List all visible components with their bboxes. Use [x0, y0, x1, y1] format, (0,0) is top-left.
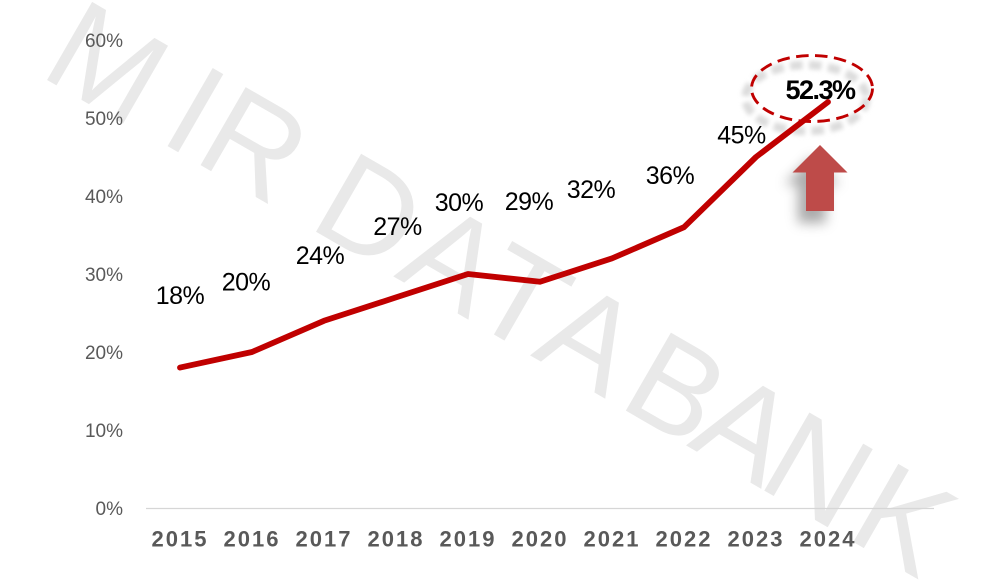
svg-text:2018: 2018 — [368, 527, 425, 552]
svg-text:2024: 2024 — [800, 527, 857, 552]
svg-text:2017: 2017 — [296, 527, 353, 552]
svg-text:2021: 2021 — [584, 527, 641, 552]
svg-text:32%: 32% — [567, 176, 616, 204]
svg-text:0%: 0% — [96, 499, 124, 520]
svg-text:45%: 45% — [717, 122, 766, 150]
svg-text:30%: 30% — [85, 265, 123, 286]
svg-text:2023: 2023 — [728, 527, 785, 552]
svg-text:20%: 20% — [222, 269, 271, 297]
svg-text:36%: 36% — [646, 162, 695, 190]
svg-text:2016: 2016 — [224, 527, 281, 552]
svg-text:18%: 18% — [156, 282, 205, 310]
svg-text:30%: 30% — [435, 189, 484, 217]
svg-text:29%: 29% — [505, 188, 554, 216]
svg-text:24%: 24% — [296, 242, 345, 270]
svg-text:27%: 27% — [373, 213, 422, 241]
svg-text:20%: 20% — [85, 343, 123, 364]
svg-text:2019: 2019 — [440, 527, 497, 552]
svg-text:52.3%: 52.3% — [785, 75, 856, 105]
svg-text:2015: 2015 — [152, 527, 209, 552]
svg-text:40%: 40% — [85, 187, 123, 208]
svg-text:60%: 60% — [85, 31, 123, 52]
svg-text:50%: 50% — [85, 109, 123, 130]
svg-text:10%: 10% — [85, 421, 123, 442]
svg-text:2022: 2022 — [656, 527, 713, 552]
svg-text:2020: 2020 — [512, 527, 569, 552]
